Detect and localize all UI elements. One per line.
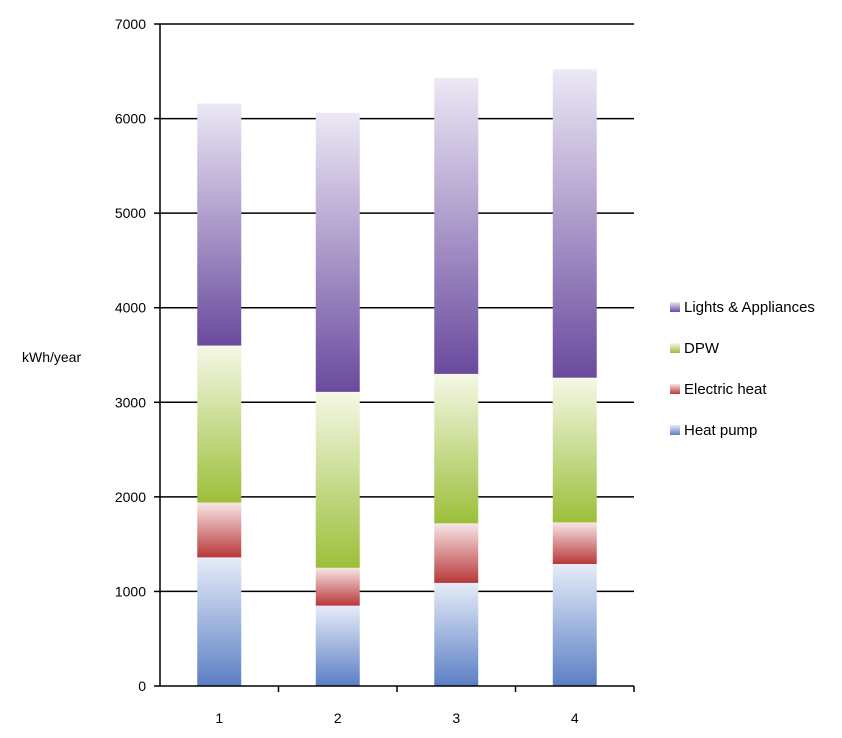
y-tick-label: 5000 [115,205,146,221]
bar-heat-pump-3 [434,582,479,686]
bar-electric-heat-1 [197,502,242,558]
x-tick-label: 3 [452,710,460,726]
axes [154,23,635,692]
legend-swatch [670,384,680,394]
legend-item-dpw: DPW [670,340,720,357]
bars [197,69,597,686]
bar-lights-appliances-4 [552,69,597,378]
x-tick-label: 4 [571,710,579,726]
legend-label: Heat pump [684,422,757,439]
x-tick-label: 2 [334,710,342,726]
y-tick-label: 4000 [115,300,146,316]
bar-heat-pump-4 [552,564,597,686]
bar-heat-pump-2 [315,605,360,686]
bar-dpw-1 [197,345,242,503]
x-tick-label: 1 [215,710,223,726]
legend-swatch [670,343,680,353]
x-tick-labels: 1 2 3 4 [215,710,579,726]
bar-lights-appliances-1 [197,103,242,346]
bar-lights-appliances-3 [434,77,479,374]
y-tick-label: 2000 [115,489,146,505]
legend-label: Lights & Appliances [684,299,815,316]
legend-swatch [670,302,680,312]
y-axis-label: kWh/year [22,349,81,365]
legend-item-electric-heat: Electric heat [670,381,767,398]
legend-swatch [670,425,680,435]
y-tick-label: 1000 [115,583,146,599]
y-tick-labels: 0 1000 2000 3000 4000 5000 6000 7000 [115,16,146,694]
bar-dpw-3 [434,373,479,524]
legend: Lights & Appliances DPW Electric heat Heat … [670,299,815,439]
bar-dpw-4 [552,377,597,523]
y-tick-label: 6000 [115,111,146,127]
y-tick-label: 7000 [115,16,146,32]
y-tick-label: 3000 [115,394,146,410]
legend-item-heat-pump: Heat pump [670,422,757,439]
bar-electric-heat-2 [315,567,360,606]
bar-heat-pump-1 [197,557,242,686]
bar-electric-heat-4 [552,522,597,565]
legend-label: DPW [684,340,720,357]
legend-item-lights-appliances: Lights & Appliances [670,299,815,316]
legend-label: Electric heat [684,381,767,398]
bar-dpw-2 [315,391,360,568]
y-tick-label: 0 [138,678,146,694]
bar-lights-appliances-2 [315,112,360,392]
bar-electric-heat-3 [434,523,479,583]
